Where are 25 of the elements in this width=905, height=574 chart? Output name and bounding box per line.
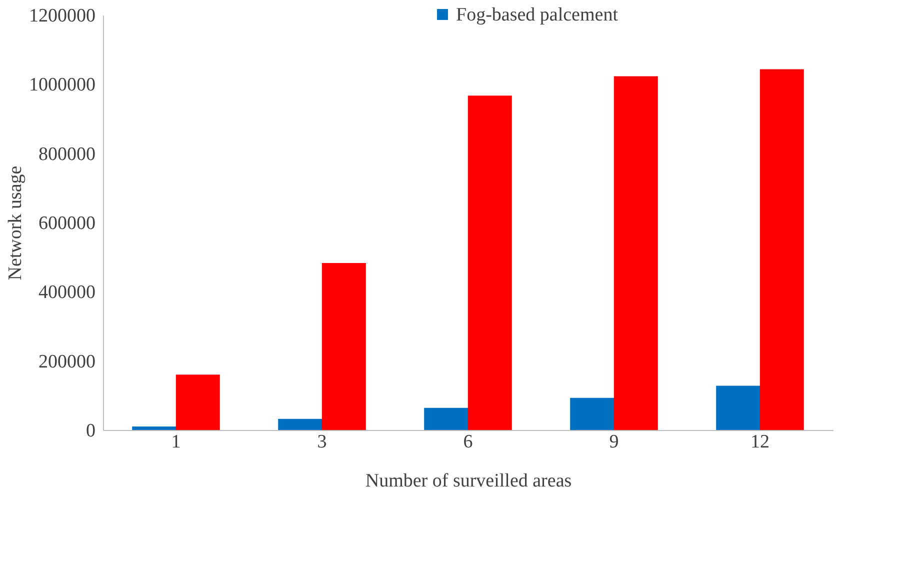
bar (468, 96, 512, 430)
bar (176, 374, 220, 430)
bar (716, 386, 760, 430)
bar (614, 76, 658, 430)
bar (570, 398, 614, 430)
legend-label: Fog-based palcement (456, 4, 619, 26)
bar (132, 426, 176, 430)
bar (424, 408, 468, 430)
y-tick-label: 0 (86, 420, 96, 442)
y-tick-label: 1000000 (29, 74, 96, 96)
x-tick-label: 9 (609, 432, 619, 452)
y-axis-title: Network usage (5, 166, 26, 280)
x-axis-title: Number of surveilled areas (365, 470, 572, 492)
y-tick-label: 600000 (38, 213, 96, 234)
x-tick-label: 1 (171, 432, 181, 452)
y-tick-label: 800000 (38, 144, 96, 165)
x-tick-label: 3 (317, 432, 327, 452)
x-tick-label: 12 (750, 432, 770, 452)
bar (760, 69, 804, 430)
y-tick-label: 200000 (38, 351, 96, 372)
x-tick-label: 6 (463, 432, 473, 452)
bar (322, 262, 366, 430)
bar (278, 418, 322, 430)
y-tick-label: 400000 (38, 282, 96, 304)
y-tick-label: 1200000 (29, 6, 96, 26)
